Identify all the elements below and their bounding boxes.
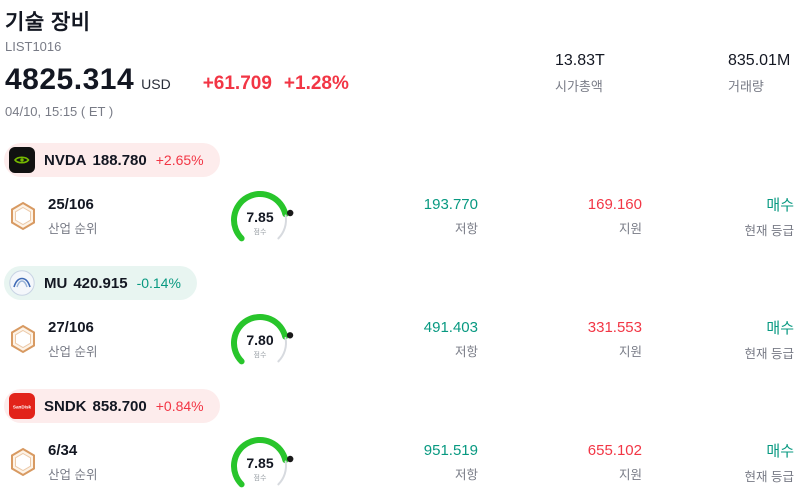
rating-label: 현재 등급 — [744, 346, 794, 361]
resistance-column: 491.403 저항 — [302, 319, 478, 360]
support-value: 331.553 — [587, 318, 642, 336]
currency-label: USD — [141, 76, 171, 92]
ticker-price: 188.780 — [92, 151, 147, 169]
support-column: 169.160 지원 — [478, 196, 642, 237]
ticker-pill[interactable]: NVDA 188.780 +2.65% — [4, 143, 220, 177]
page-title: 기술 장비 — [5, 11, 91, 34]
market-cap-stat: 13.83T 시가총액 — [555, 52, 605, 95]
volume-value: 835.01M — [728, 52, 791, 69]
svg-text:SanDisk: SanDisk — [13, 404, 32, 409]
support-label: 지원 — [618, 221, 642, 236]
industry-rank-value: 6/34 — [48, 441, 78, 459]
resistance-column: 951.519 저항 — [302, 442, 478, 483]
stock-row-mu: MU 420.915 -0.14% 27/106 산업 순위 7.80 점수 4… — [0, 266, 800, 369]
market-cap-value: 13.83T — [555, 52, 605, 69]
current-price: 4825.314 — [5, 63, 135, 96]
rating-label: 현재 등급 — [744, 223, 794, 238]
sector-header: 기술 장비 LIST1016 4825.314 USD +61.709 +1.2… — [0, 0, 800, 119]
price-change-abs: +61.709 — [202, 73, 272, 94]
support-label: 지원 — [618, 344, 642, 359]
industry-rank-block: 6/34 산업 순위 — [48, 442, 196, 483]
score-value: 7.85 — [246, 455, 274, 471]
list-id: LIST1016 — [5, 39, 62, 54]
resistance-column: 193.770 저항 — [302, 196, 478, 237]
rating-column: 매수 현재 등급 — [642, 440, 800, 485]
nvidia-logo-icon — [9, 147, 35, 173]
ticker-price: 420.915 — [73, 274, 128, 292]
ticker-change: -0.14% — [136, 275, 181, 291]
quote-datetime: 04/10, 15:15 ( ET ) — [5, 104, 114, 119]
ticker-symbol: SNDK — [44, 397, 87, 415]
resistance-value: 491.403 — [423, 318, 478, 336]
resistance-label: 저항 — [454, 221, 478, 236]
rating-value: 매수 — [766, 196, 794, 214]
industry-rank-label: 산업 순위 — [48, 467, 98, 482]
support-column: 655.102 지원 — [478, 442, 642, 483]
score-label: 점수 — [253, 229, 267, 236]
ticker-symbol: MU — [44, 274, 68, 292]
ticker-symbol: NVDA — [44, 151, 87, 169]
market-cap-label: 시가총액 — [555, 79, 603, 94]
stock-detail-row: 25/106 산업 순위 7.85 점수 193.770 저항 169.160 … — [0, 186, 800, 246]
industry-rank-value: 27/106 — [48, 318, 94, 336]
sandisk-logo-icon: SanDisk — [9, 393, 35, 419]
score-gauge: 7.80 점수 — [218, 309, 302, 369]
volume-stat: 835.01M 거래량 — [728, 52, 790, 95]
ticker-change: +2.65% — [155, 152, 204, 168]
score-label: 점수 — [253, 352, 267, 359]
stock-detail-row: 6/34 산업 순위 7.85 점수 951.519 저항 655.102 지원… — [0, 432, 800, 488]
stock-detail-row: 27/106 산업 순위 7.80 점수 491.403 저항 331.553 … — [0, 309, 800, 369]
rank-badge-icon — [8, 447, 38, 477]
rating-column: 매수 현재 등급 — [642, 317, 800, 362]
score-gauge: 7.85 점수 — [218, 432, 302, 488]
resistance-label: 저항 — [454, 344, 478, 359]
volume-label: 거래량 — [728, 79, 764, 94]
price-change-pct: +1.28% — [283, 73, 349, 94]
industry-rank-block: 25/106 산업 순위 — [48, 196, 196, 237]
support-label: 지원 — [618, 467, 642, 482]
industry-rank-label: 산업 순위 — [48, 344, 98, 359]
score-value: 7.80 — [246, 332, 274, 348]
industry-rank-label: 산업 순위 — [48, 221, 98, 236]
support-column: 331.553 지원 — [478, 319, 642, 360]
score-value: 7.85 — [246, 209, 274, 225]
rating-label: 현재 등급 — [744, 469, 794, 484]
support-value: 169.160 — [587, 195, 642, 213]
resistance-value: 193.770 — [423, 195, 478, 213]
rank-badge-icon — [8, 324, 38, 354]
industry-rank-value: 25/106 — [48, 195, 94, 213]
ticker-pill[interactable]: SanDisk SNDK 858.700 +0.84% — [4, 389, 220, 423]
rating-value: 매수 — [766, 442, 794, 460]
score-gauge: 7.85 점수 — [218, 186, 302, 246]
stock-row-nvda: NVDA 188.780 +2.65% 25/106 산업 순위 7.85 점수… — [0, 143, 800, 246]
industry-rank-block: 27/106 산업 순위 — [48, 319, 196, 360]
resistance-label: 저항 — [454, 467, 478, 482]
micron-logo-icon — [9, 270, 35, 296]
score-label: 점수 — [253, 475, 267, 482]
ticker-price: 858.700 — [92, 397, 147, 415]
resistance-value: 951.519 — [423, 441, 478, 459]
support-value: 655.102 — [587, 441, 642, 459]
ticker-change: +0.84% — [155, 398, 204, 414]
ticker-pill[interactable]: MU 420.915 -0.14% — [4, 266, 197, 300]
rank-badge-icon — [8, 201, 38, 231]
rating-column: 매수 현재 등급 — [642, 194, 800, 239]
stock-row-sndk: SanDisk SNDK 858.700 +0.84% 6/34 산업 순위 7… — [0, 389, 800, 488]
price-line: 4825.314 USD +61.709 +1.28% — [5, 63, 792, 97]
rating-value: 매수 — [766, 319, 794, 337]
